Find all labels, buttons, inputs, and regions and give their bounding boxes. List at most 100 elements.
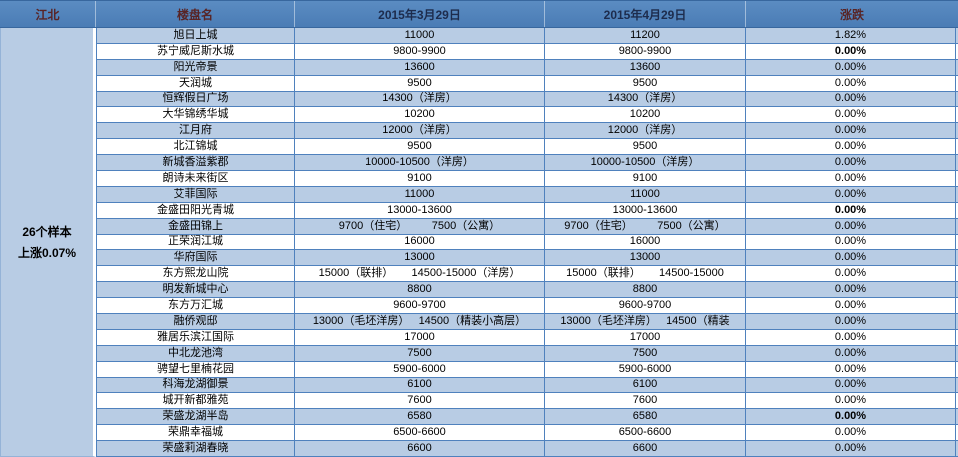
price-april-cell: 10000-10500（洋房） bbox=[545, 155, 746, 170]
table-row[interactable]: 科海龙湖御景 6100 6100 0.00% bbox=[97, 377, 958, 394]
change-cell: 0.00% bbox=[746, 393, 956, 409]
price-march-cell: 7500 bbox=[295, 345, 545, 361]
table-row[interactable]: 荣盛龙湖半岛 6580 6580 0.00% bbox=[97, 409, 958, 426]
price-april-cell: 6580 bbox=[545, 409, 746, 425]
price-march-cell: 9100 bbox=[295, 171, 545, 186]
price-april-cell: 9800-9900 bbox=[545, 43, 746, 59]
region-summary-cell: 26个样本 上涨0.07% bbox=[0, 28, 96, 457]
table-row[interactable]: 城开新都雅苑 7600 7600 0.00% bbox=[97, 393, 958, 410]
change-cell: 0.00% bbox=[746, 250, 956, 266]
property-name-cell: 金盛田阳光青城 bbox=[97, 202, 295, 218]
table-row[interactable]: 东方熙龙山院 15000（联排） 14500-15000（洋房） 15000（联排）… bbox=[97, 266, 958, 283]
sample-count-label: 26个样本 bbox=[22, 225, 72, 239]
price-april-cell: 14300（洋房） bbox=[545, 91, 746, 107]
price-march-cell: 11000 bbox=[295, 28, 545, 43]
price-march-cell: 11000 bbox=[295, 186, 545, 202]
table-row[interactable]: 大华锦绣华城 10200 10200 0.00% bbox=[97, 107, 958, 124]
price-april-cell: 13600 bbox=[545, 59, 746, 75]
property-name-cell: 朗诗未来街区 bbox=[97, 171, 295, 186]
table-row[interactable]: 江月府 12000（洋房） 12000（洋房） 0.00% bbox=[97, 123, 958, 140]
table-row[interactable]: 正荣润江城 16000 16000 0.00% bbox=[97, 234, 958, 251]
property-name-cell: 中北龙池湾 bbox=[97, 345, 295, 361]
change-cell: 0.00% bbox=[746, 314, 956, 329]
price-march-cell: 12000（洋房） bbox=[295, 123, 545, 139]
table-row[interactable]: 苏宁威尼斯水城 9800-9900 9800-9900 0.00% bbox=[97, 43, 958, 60]
price-april-cell: 8800 bbox=[545, 282, 746, 298]
price-april-cell: 15000（联排） 14500-15000 bbox=[545, 266, 746, 282]
price-april-cell: 7500 bbox=[545, 345, 746, 361]
table-row[interactable]: 朗诗未来街区 9100 9100 0.00% bbox=[97, 171, 958, 187]
price-april-cell: 6100 bbox=[545, 377, 746, 393]
price-april-cell: 9100 bbox=[545, 171, 746, 186]
table-row[interactable]: 艾菲国际 11000 11000 0.00% bbox=[97, 186, 958, 203]
table-row[interactable]: 华府国际 13000 13000 0.00% bbox=[97, 250, 958, 267]
property-name-cell: 苏宁威尼斯水城 bbox=[97, 43, 295, 59]
price-march-cell: 9700（住宅） 7500（公寓） bbox=[295, 218, 545, 234]
property-name-cell: 江月府 bbox=[97, 123, 295, 139]
property-name-cell: 科海龙湖御景 bbox=[97, 377, 295, 393]
change-summary-label: 上涨0.07% bbox=[17, 246, 77, 260]
property-name-cell: 北江锦城 bbox=[97, 139, 295, 155]
table-row[interactable]: 天润城 9500 9500 0.00% bbox=[97, 75, 958, 92]
table-row[interactable]: 雅居乐滨江国际 17000 17000 0.00% bbox=[97, 329, 958, 346]
property-name-cell: 城开新都雅苑 bbox=[97, 393, 295, 409]
table-header-row: 江北 楼盘名 2015年3月29日 2015年4月29日 涨跌 bbox=[0, 0, 958, 28]
table-row[interactable]: 东方万汇城 9600-9700 9600-9700 0.00% bbox=[97, 298, 958, 314]
change-cell: 0.00% bbox=[746, 298, 956, 313]
price-march-cell: 9800-9900 bbox=[295, 43, 545, 59]
change-cell: 0.00% bbox=[746, 202, 956, 218]
price-march-cell: 13000 bbox=[295, 250, 545, 266]
table-row[interactable]: 北江锦城 9500 9500 0.00% bbox=[97, 139, 958, 156]
change-cell: 0.00% bbox=[746, 361, 956, 377]
property-name-cell: 明发新城中心 bbox=[97, 282, 295, 298]
price-march-cell: 14300（洋房） bbox=[295, 91, 545, 107]
change-cell: 0.00% bbox=[746, 139, 956, 155]
price-march-cell: 7600 bbox=[295, 393, 545, 409]
property-name-cell: 阳光帝景 bbox=[97, 59, 295, 75]
table-row[interactable]: 融侨观邸 13000（毛坯洋房） 14500（精装小高层） 13000（毛坯洋房） … bbox=[97, 314, 958, 330]
price-april-cell: 6500-6600 bbox=[545, 425, 746, 441]
property-name-cell: 雅居乐滨江国际 bbox=[97, 329, 295, 345]
table-rows: 旭日上城 11000 11200 1.82% 苏宁威尼斯水城 9800-9900 9800-… bbox=[96, 28, 958, 457]
price-march-cell: 6600 bbox=[295, 441, 545, 456]
table-row[interactable]: 荣鼎幸福城 6500-6600 6500-6600 0.00% bbox=[97, 425, 958, 442]
price-march-cell: 9600-9700 bbox=[295, 298, 545, 313]
price-april-cell: 11000 bbox=[545, 186, 746, 202]
change-cell: 0.00% bbox=[746, 75, 956, 91]
price-march-cell: 10200 bbox=[295, 107, 545, 123]
change-cell: 0.00% bbox=[746, 59, 956, 75]
price-march-cell: 16000 bbox=[295, 234, 545, 250]
table-row[interactable]: 明发新城中心 8800 8800 0.00% bbox=[97, 282, 958, 299]
header-date-march: 2015年3月29日 bbox=[295, 1, 545, 27]
change-cell: 0.00% bbox=[746, 107, 956, 123]
price-april-cell: 5900-6000 bbox=[545, 361, 746, 377]
table-row[interactable]: 恒辉假日广场 14300（洋房） 14300（洋房） 0.00% bbox=[97, 91, 958, 108]
property-name-cell: 华府国际 bbox=[97, 250, 295, 266]
price-march-cell: 5900-6000 bbox=[295, 361, 545, 377]
table-row[interactable]: 骋望七里楠花园 5900-6000 5900-6000 0.00% bbox=[97, 361, 958, 378]
table-row[interactable]: 旭日上城 11000 11200 1.82% bbox=[97, 28, 958, 44]
table-row[interactable]: 中北龙池湾 7500 7500 0.00% bbox=[97, 345, 958, 362]
property-name-cell: 旭日上城 bbox=[97, 28, 295, 43]
property-name-cell: 荣盛莉湖春晓 bbox=[97, 441, 295, 456]
property-name-cell: 金盛田锦上 bbox=[97, 218, 295, 234]
change-cell: 0.00% bbox=[746, 218, 956, 234]
table-row[interactable]: 阳光帝景 13600 13600 0.00% bbox=[97, 59, 958, 76]
table-row[interactable]: 金盛田锦上 9700（住宅） 7500（公寓） 9700（住宅） 7500（公寓） 0… bbox=[97, 218, 958, 235]
property-name-cell: 融侨观邸 bbox=[97, 314, 295, 329]
price-april-cell: 7600 bbox=[545, 393, 746, 409]
price-april-cell: 9600-9700 bbox=[545, 298, 746, 313]
price-april-cell: 13000 bbox=[545, 250, 746, 266]
header-date-april: 2015年4月29日 bbox=[545, 1, 746, 27]
change-cell: 0.00% bbox=[746, 186, 956, 202]
change-cell: 0.00% bbox=[746, 234, 956, 250]
table-row[interactable]: 金盛田阳光青城 13000-13600 13000-13600 0.00% bbox=[97, 202, 958, 219]
table-row[interactable]: 新城香溢紫郡 10000-10500（洋房） 10000-10500（洋房） 0.00… bbox=[97, 155, 958, 171]
change-cell: 0.00% bbox=[746, 441, 956, 456]
change-cell: 0.00% bbox=[746, 282, 956, 298]
property-name-cell: 艾菲国际 bbox=[97, 186, 295, 202]
price-april-cell: 9500 bbox=[545, 75, 746, 91]
change-cell: 0.00% bbox=[746, 43, 956, 59]
price-march-cell: 17000 bbox=[295, 329, 545, 345]
table-row[interactable]: 荣盛莉湖春晓 6600 6600 0.00% bbox=[97, 441, 958, 457]
